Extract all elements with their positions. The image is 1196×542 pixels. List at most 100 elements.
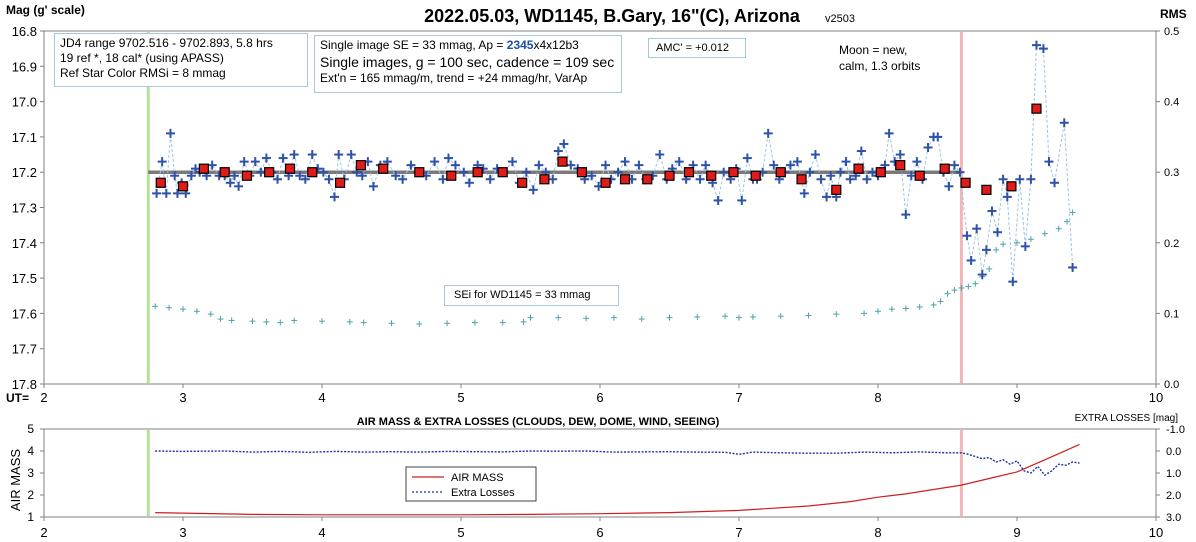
average-point [557, 156, 568, 167]
airmass-line [155, 443, 1080, 516]
moon-note: Moon = new, calm, 1.3 orbits [839, 42, 920, 74]
bottom-x-ticks: 2 3 4 5 6 7 8 9 10 [40, 517, 1163, 540]
rms-point [520, 318, 527, 325]
single-image-point [278, 153, 288, 163]
single-image-point [330, 192, 340, 202]
x-tick-label: 6 [596, 390, 603, 405]
y2-tick-label: 0.1 [1164, 308, 1179, 320]
average-point [683, 167, 695, 178]
bottom-y-tick-label: 2 [27, 488, 34, 502]
average-point [895, 160, 906, 171]
rms-point [1000, 241, 1007, 248]
se-line2: Single images, g = 100 sec, cadence = 10… [320, 54, 615, 70]
bottom-y2-tick-label: 1.0 [1166, 468, 1181, 480]
rms-point [471, 319, 478, 326]
average-point [664, 170, 675, 181]
average-point [939, 163, 950, 174]
single-image-point [273, 174, 283, 184]
single-image-point [553, 146, 563, 156]
single-image-point [507, 157, 517, 167]
single-image-point [587, 171, 597, 181]
rms-point [180, 306, 186, 313]
single-image-point [1044, 157, 1054, 167]
average-point [619, 174, 631, 185]
sei-text: SEi for WD1145 = 33 mmag [454, 289, 591, 301]
average-point [264, 167, 275, 178]
single-image-point [229, 171, 239, 181]
y-ticks: 16.8 16.9 17.0 17.1 17.2 17.3 17.4 17.5 17.6 17.7… [12, 24, 44, 392]
y-axis-label: Mag (g' scale) [6, 3, 85, 17]
average-point [284, 163, 296, 174]
single-image-point [261, 153, 271, 163]
average-point [198, 163, 209, 174]
y2-tick-label: 0.0 [1164, 379, 1179, 391]
average-point [600, 177, 611, 188]
average-point [414, 167, 425, 178]
single-image-point [1031, 40, 1041, 50]
single-image-point [165, 128, 175, 138]
single-image-point [674, 157, 684, 167]
average-point [642, 174, 653, 185]
average-point [796, 174, 807, 185]
legend-airmass-label: AIR MASS [451, 472, 504, 484]
x-axis-label: UT= [6, 391, 29, 405]
rms-point [583, 315, 590, 322]
bottom-plot-area [43, 428, 1157, 518]
single-image-point [1008, 277, 1018, 287]
single-image-point [157, 157, 167, 167]
single-image-point [835, 167, 845, 177]
x-tick-label: 2 [40, 390, 47, 405]
y2-tick-label: 0.5 [1164, 26, 1179, 38]
single-image-point [655, 150, 665, 160]
bottom-x-tick-label: 2 [40, 525, 47, 540]
single-image-point [1038, 44, 1048, 54]
rms-point [749, 313, 756, 320]
single-image-point [548, 174, 558, 184]
single-image-point [334, 150, 344, 160]
single-image-point [256, 167, 266, 177]
rms-point [1014, 239, 1020, 246]
single-image-point [207, 160, 217, 170]
single-image-point [816, 174, 826, 184]
single-image-point [368, 181, 378, 191]
average-point [219, 167, 230, 178]
y-tick-label: 17.3 [12, 201, 37, 216]
average-point [960, 177, 971, 188]
rms-point [1069, 209, 1076, 216]
y-tick-label: 17.1 [12, 130, 37, 145]
aperture-value: 2345 [506, 38, 534, 52]
average-point [355, 160, 367, 171]
single-image-point [981, 245, 991, 255]
average-point [472, 167, 483, 178]
bottom-y2-tick-label: -1.0 [1166, 424, 1185, 436]
jd-range-box: JD4 range 9702.516 - 9702.893, 5.8 hrs 1… [54, 33, 308, 87]
se-line1-text: Single image SE = 33 mmag, Ap = [320, 38, 507, 52]
rms-point [965, 283, 972, 290]
y2-tick-label: 0.4 [1164, 97, 1179, 109]
y-tick-label: 17.8 [12, 377, 37, 392]
single-image-point [1068, 263, 1078, 273]
single-image-point [170, 171, 180, 181]
single-image-point [406, 160, 416, 170]
single-image-point [521, 167, 531, 177]
bottom-x-tick-label: 8 [874, 525, 881, 540]
rms-point [346, 318, 353, 325]
x-tick-label: 5 [457, 390, 464, 405]
bottom-x-tick-label: 4 [318, 525, 325, 540]
x-tick-label: 7 [735, 390, 742, 405]
rms-point [555, 314, 562, 321]
single-image-point [318, 167, 328, 177]
x-ticks: 2 3 4 5 6 7 8 9 10 [40, 384, 1163, 405]
rms-point [291, 317, 298, 324]
bottom-x-tick-label: 6 [596, 525, 603, 540]
rms-point [951, 287, 958, 294]
single-image-point [769, 160, 779, 170]
single-image-point [234, 181, 244, 191]
single-image-point [895, 150, 905, 160]
average-point [706, 170, 717, 181]
single-image-point [152, 188, 162, 198]
average-point [875, 167, 886, 178]
bottom-y-ticks: 5 4 3 2 1 [27, 422, 44, 524]
single-image-point [826, 171, 836, 181]
single-image-box: Single image SE = 33 mmag, Ap = 2345x4x1… [314, 35, 622, 93]
